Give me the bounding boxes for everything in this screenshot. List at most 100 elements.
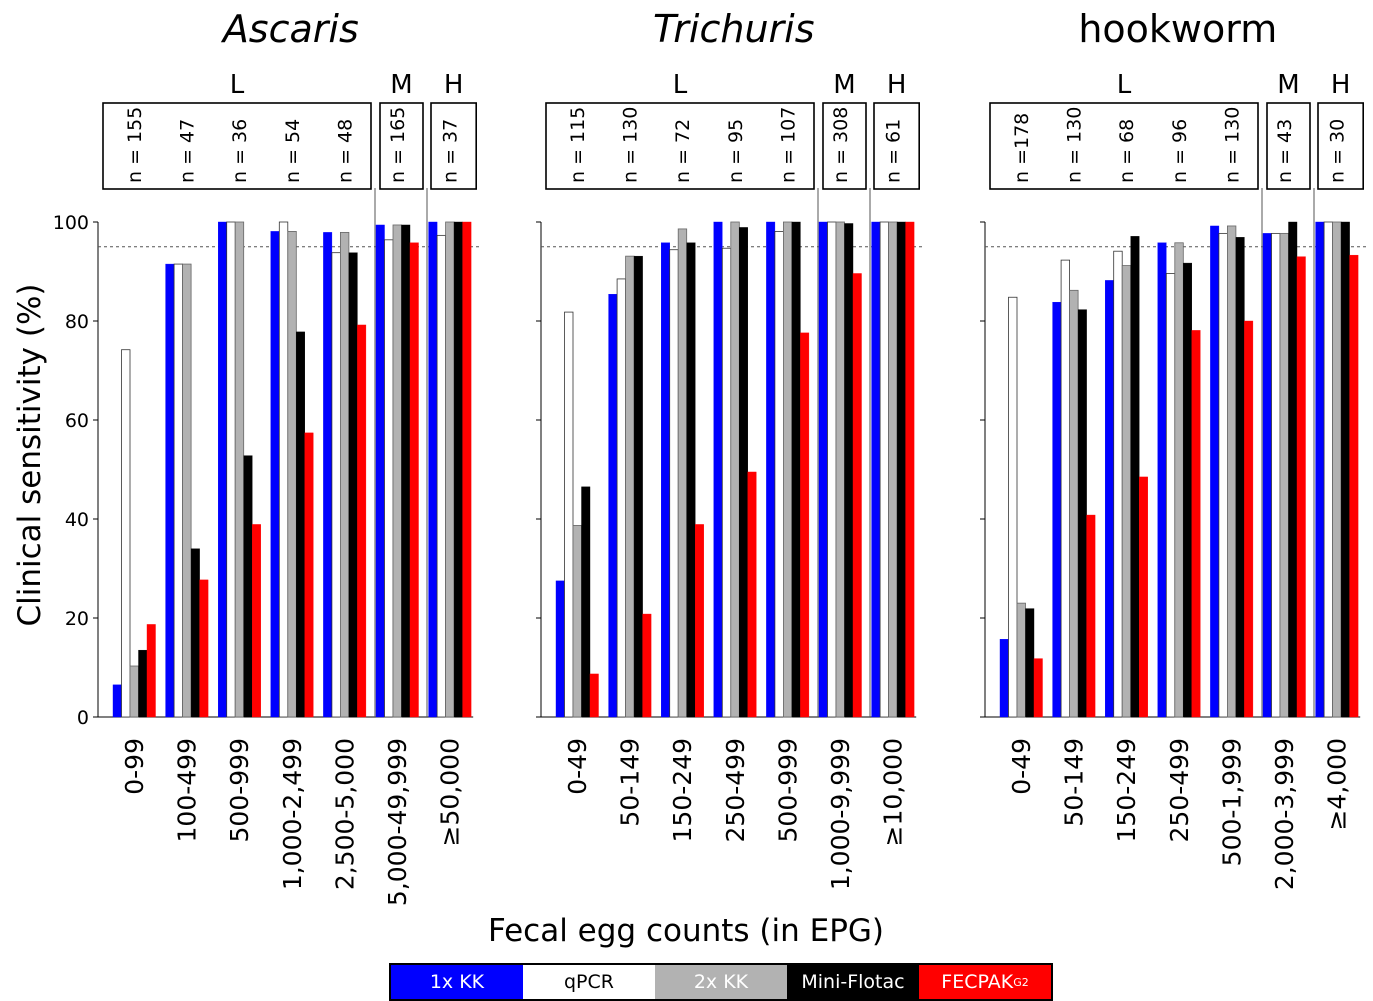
bar-qpcr: [1271, 232, 1281, 718]
sample-size-label: n = 130: [620, 107, 642, 183]
category-label: 500-1,999: [1217, 738, 1246, 866]
group-box-L: [989, 102, 1259, 190]
bar-mini-flotac: [243, 455, 253, 718]
sample-size-label: n = 37: [440, 119, 462, 183]
sample-size-label: n = 96: [1169, 119, 1191, 183]
bar-1x-kk: [1262, 233, 1272, 718]
bar-1x-kk: [323, 232, 333, 718]
y-tick-label: 80: [65, 311, 89, 333]
bar-qpcr: [1323, 221, 1333, 718]
sample-size-label: n = 68: [1116, 119, 1138, 183]
bar-fecpak: [1296, 256, 1306, 718]
chart-title: hookworm: [1078, 7, 1277, 51]
bar-1x-kk: [999, 639, 1009, 718]
bar-mini-flotac: [1235, 237, 1245, 718]
bar-mini-flotac: [791, 221, 801, 718]
bar-qpcr: [278, 221, 289, 718]
bar-mini-flotac: [401, 224, 411, 718]
category-label: 50-149: [616, 738, 645, 827]
bar-mini-flotac: [296, 331, 305, 718]
bar-qpcr: [827, 221, 837, 718]
bar-fecpak: [589, 673, 599, 718]
bar-qpcr: [616, 278, 626, 718]
bar-qpcr: [173, 263, 184, 718]
bar-fecpak: [747, 471, 757, 718]
y-tick-label: 40: [65, 509, 89, 531]
category-label: 2,500-5,000: [330, 738, 359, 890]
sample-size-label: n = 30: [1327, 119, 1349, 183]
bar-2x-kk: [1174, 242, 1184, 718]
group-label-M: M: [390, 70, 412, 100]
bar-2x-kk: [129, 665, 139, 718]
bar-mini-flotac: [453, 221, 463, 718]
chart-panels: Ascaris 0 20 40 60 80 100 L M Hn = 155 n = 47 n = 3…: [53, 7, 1369, 906]
group-label-H: H: [1331, 70, 1351, 100]
bar-mini-flotac: [138, 649, 148, 718]
group-label-L: L: [1117, 70, 1132, 100]
bar-fecpak: [642, 613, 652, 718]
group-label-L: L: [230, 70, 245, 100]
bar-2x-kk: [1121, 265, 1132, 718]
bar-fecpak: [1244, 320, 1254, 718]
bar-1x-kk: [1052, 301, 1062, 718]
group-box-M: [822, 102, 867, 190]
category-label: 0-49: [1007, 738, 1036, 795]
group-box-M: [379, 102, 424, 190]
bar-qpcr: [1060, 259, 1070, 718]
group-box-H: [873, 102, 921, 190]
bar-2x-kk: [888, 221, 898, 718]
bar-fecpak: [852, 273, 862, 718]
legend-item: 1x KK: [391, 965, 523, 999]
group-box-H: [1317, 102, 1365, 190]
category-label: 1,000-9,999: [826, 738, 855, 890]
bar-fecpak: [1349, 254, 1359, 718]
bar-1x-kk: [713, 221, 723, 718]
category-label: 150-249: [1112, 738, 1141, 842]
bar-1x-kk: [1157, 242, 1167, 718]
bar-1x-kk: [112, 684, 122, 718]
category-label: ≥4,000: [1323, 738, 1352, 831]
group-label-M: M: [833, 70, 855, 100]
bar-mini-flotac: [1183, 262, 1193, 718]
bar-1x-kk: [1104, 280, 1114, 718]
legend-item: 2x KK: [655, 965, 787, 999]
bar-mini-flotac: [844, 223, 854, 718]
category-label: 5,000-49,999: [383, 738, 412, 906]
category-label: 0-99: [120, 738, 149, 795]
legend-item: FECPAK G2: [919, 965, 1051, 999]
sample-size-label: n = 107: [777, 107, 799, 183]
sample-size-label: n = 115: [567, 107, 589, 183]
bar-2x-kk: [572, 525, 582, 718]
sample-size-label: n = 54: [282, 119, 304, 183]
bar-mini-flotac: [1077, 309, 1087, 718]
sample-size-label: n = 36: [229, 119, 251, 183]
bar-2x-kk: [677, 228, 688, 718]
bar-2x-kk: [1279, 232, 1289, 718]
group-box-H: [430, 102, 478, 190]
bar-qpcr: [1218, 232, 1228, 718]
bar-fecpak: [462, 221, 472, 718]
group-box-L: [102, 102, 372, 190]
bar-2x-kk: [287, 231, 297, 718]
bar-2x-kk: [1332, 221, 1342, 718]
bar-1x-kk: [818, 221, 828, 718]
legend-label: 1x KK: [429, 971, 485, 993]
chart-title: Trichuris: [653, 7, 814, 51]
bar-1x-kk: [871, 221, 881, 718]
y-axis-label: Clinical sensitivity (%): [12, 284, 48, 627]
category-label: 2,000-3,999: [1270, 738, 1299, 890]
bar-fecpak: [251, 524, 261, 718]
sample-size-label: n = 47: [177, 119, 199, 183]
bar-1x-kk: [428, 221, 438, 718]
bar-qpcr: [774, 231, 784, 718]
bar-mini-flotac: [633, 255, 643, 718]
y-tick-label: 20: [65, 608, 89, 630]
bar-2x-kk: [783, 221, 793, 718]
bar-1x-kk: [1315, 221, 1325, 718]
bar-fecpak: [146, 624, 156, 718]
sample-size-label: n =178: [1011, 113, 1033, 183]
bar-qpcr: [384, 239, 394, 718]
bar-qpcr: [879, 221, 889, 718]
bar-mini-flotac: [739, 227, 748, 718]
group-box-L: [545, 102, 815, 190]
